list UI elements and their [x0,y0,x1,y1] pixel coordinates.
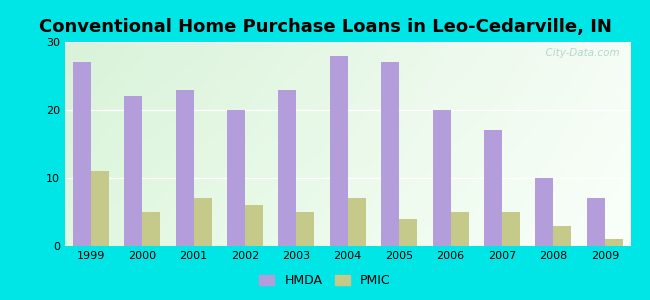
Bar [91,171,109,246]
Bar [194,198,211,246]
Bar [227,110,245,246]
Bar [604,239,623,246]
Bar [502,212,520,246]
Bar [296,212,315,246]
Bar [142,212,160,246]
Bar [450,212,469,246]
Bar [484,130,502,246]
Bar [587,198,605,246]
Bar [73,62,91,246]
Bar [245,205,263,246]
Bar [399,219,417,246]
Bar [433,110,450,246]
Text: Conventional Home Purchase Loans in Leo-Cedarville, IN: Conventional Home Purchase Loans in Leo-… [38,18,612,36]
Legend: HMDA, PMIC: HMDA, PMIC [255,270,395,291]
Bar [124,96,142,246]
Bar [381,62,399,246]
Bar [330,56,348,246]
Bar [278,90,296,246]
Bar [536,178,553,246]
Bar [348,198,366,246]
Bar [553,226,571,246]
Text: City-Data.com: City-Data.com [539,48,619,58]
Bar [176,90,194,246]
